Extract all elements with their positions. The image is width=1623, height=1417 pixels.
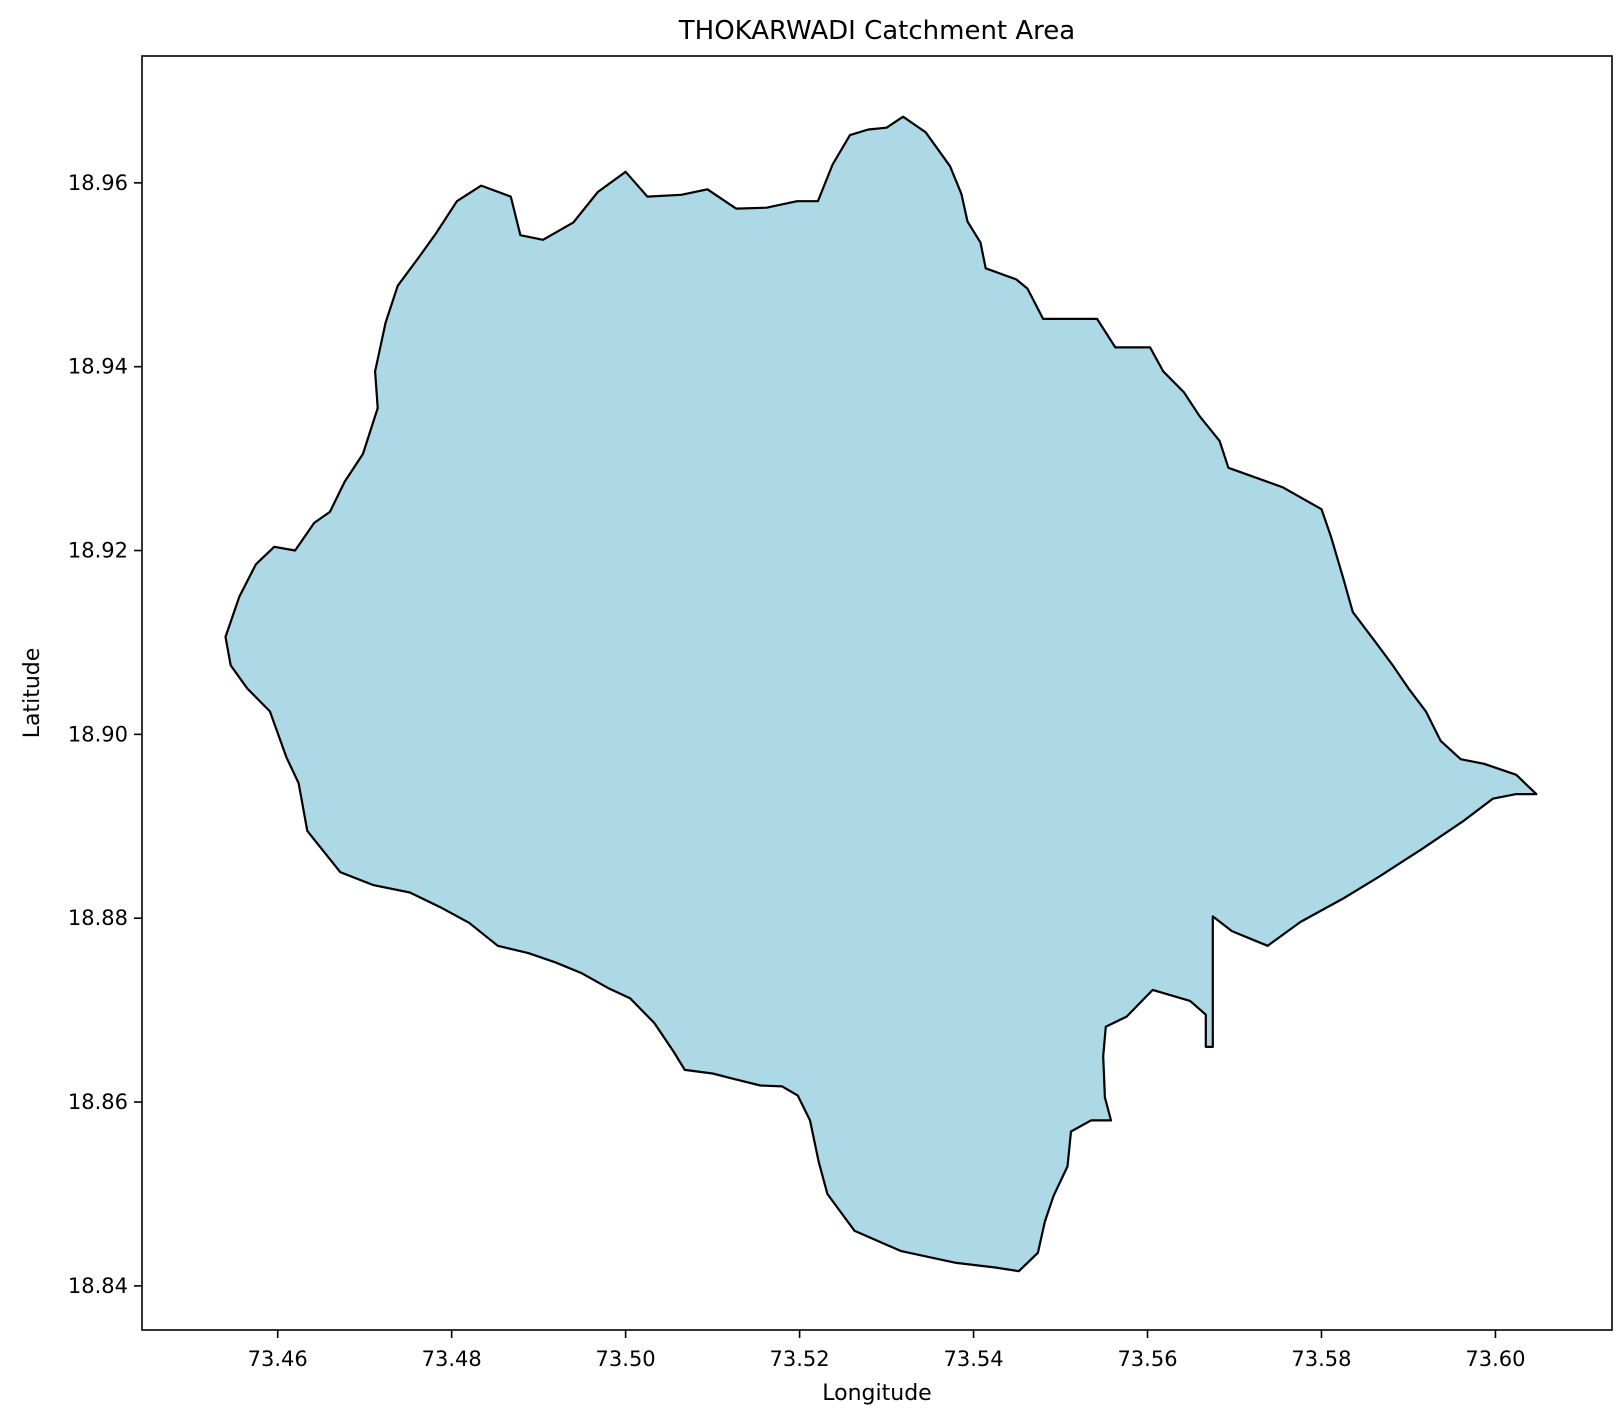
y-axis-ticks: 18.84 18.86 18.88 18.90 18.92 18.94 18.96 (68, 171, 142, 1298)
y-tick-label: 18.84 (68, 1274, 128, 1298)
axes-frame (141, 55, 1613, 1331)
y-tick-label: 18.92 (68, 539, 128, 563)
x-tick-label: 73.58 (1291, 1347, 1351, 1371)
x-axis-label: Longitude (822, 1381, 931, 1406)
catchment-polygon (224, 115, 1538, 1273)
y-axis-label: Latitude (20, 648, 45, 739)
x-axis-ticks: 73.46 73.48 73.50 73.52 73.54 73.56 73.58 73.60 (248, 1330, 1526, 1371)
y-tick-label: 18.88 (68, 906, 128, 930)
plot-area (141, 55, 1613, 1331)
x-tick-label: 73.56 (1117, 1347, 1177, 1371)
x-tick-label: 73.54 (943, 1347, 1003, 1371)
x-tick-label: 73.46 (248, 1347, 308, 1371)
chart-title: THOKARWADI Catchment Area (678, 16, 1075, 46)
y-tick-label: 18.94 (68, 355, 128, 379)
x-tick-label: 73.60 (1465, 1347, 1525, 1371)
y-tick-label: 18.86 (68, 1090, 128, 1114)
x-tick-label: 73.48 (422, 1347, 482, 1371)
x-tick-label: 73.52 (770, 1347, 830, 1371)
y-tick-label: 18.96 (68, 171, 128, 195)
y-tick-label: 18.90 (68, 722, 128, 746)
x-tick-label: 73.50 (596, 1347, 656, 1371)
